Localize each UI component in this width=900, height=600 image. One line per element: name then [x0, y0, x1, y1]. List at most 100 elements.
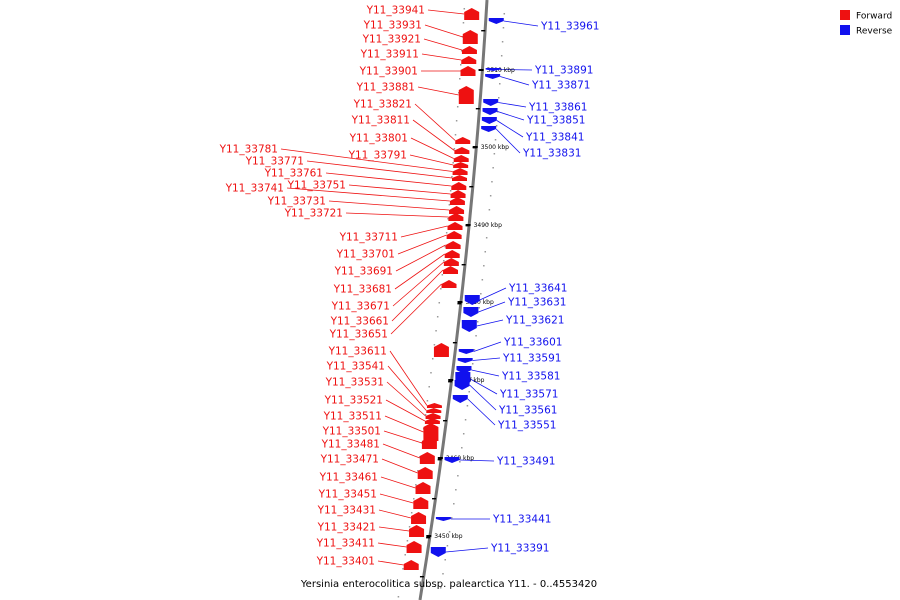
reverse-gene-label[interactable]: Y11_33641 [508, 283, 567, 295]
forward-gene-arrow[interactable] [425, 413, 441, 419]
reverse-gene-label[interactable]: Y11_33491 [496, 456, 555, 468]
forward-gene-label[interactable]: Y11_33421 [317, 522, 376, 534]
forward-gene-label[interactable]: Y11_33711 [339, 232, 398, 244]
forward-gene-arrow[interactable] [452, 175, 468, 181]
forward-gene-label[interactable]: Y11_33781 [219, 144, 278, 156]
forward-gene-arrow[interactable] [417, 467, 433, 479]
reverse-gene-label[interactable]: Y11_33861 [528, 102, 587, 114]
forward-gene-label[interactable]: Y11_33541 [326, 361, 385, 373]
forward-gene-arrow[interactable] [448, 213, 464, 221]
forward-gene-label[interactable]: Y11_33731 [267, 196, 326, 208]
forward-gene-arrow[interactable] [455, 137, 471, 144]
reverse-gene-arrow[interactable] [485, 68, 501, 71]
forward-gene-label[interactable]: Y11_33811 [351, 115, 410, 127]
forward-gene-label[interactable]: Y11_33741 [225, 183, 284, 195]
reverse-gene-arrow[interactable] [464, 295, 480, 305]
forward-gene-arrow[interactable] [426, 408, 442, 413]
forward-gene-label[interactable]: Y11_33931 [363, 20, 422, 32]
forward-gene-label[interactable]: Y11_33481 [321, 439, 380, 451]
forward-gene-label[interactable]: Y11_33721 [284, 208, 343, 220]
forward-gene-label[interactable]: Y11_33431 [317, 505, 376, 517]
reverse-gene-label[interactable]: Y11_33601 [503, 337, 562, 349]
forward-gene-label[interactable]: Y11_33611 [328, 346, 387, 358]
reverse-gene-label[interactable]: Y11_33391 [490, 543, 549, 555]
forward-gene-arrow[interactable] [419, 452, 435, 464]
forward-gene-label[interactable]: Y11_33911 [360, 49, 419, 61]
reverse-gene-label[interactable]: Y11_33441 [492, 514, 551, 526]
forward-gene-label[interactable]: Y11_33761 [264, 168, 323, 180]
forward-gene-arrow[interactable] [426, 403, 442, 408]
forward-gene-arrow[interactable] [441, 280, 457, 288]
reverse-gene-label[interactable]: Y11_33831 [522, 148, 581, 160]
forward-gene-arrow[interactable] [443, 258, 459, 266]
forward-gene-label[interactable]: Y11_33821 [353, 99, 412, 111]
forward-gene-arrow[interactable] [409, 525, 425, 537]
forward-gene-label[interactable]: Y11_33751 [287, 180, 346, 192]
forward-gene-arrow[interactable] [461, 46, 477, 54]
forward-gene-arrow[interactable] [464, 8, 480, 20]
forward-gene-label[interactable]: Y11_33801 [349, 133, 408, 145]
forward-gene-arrow[interactable] [421, 437, 437, 449]
reverse-gene-label[interactable]: Y11_33841 [525, 132, 584, 144]
forward-gene-label[interactable]: Y11_33521 [324, 395, 383, 407]
reverse-gene-label[interactable]: Y11_33621 [505, 315, 564, 327]
reverse-gene-label[interactable]: Y11_33851 [526, 115, 585, 127]
reverse-gene-arrow[interactable] [458, 349, 474, 354]
reverse-gene-label[interactable]: Y11_33581 [501, 371, 560, 383]
reverse-gene-arrow[interactable] [454, 380, 470, 390]
forward-gene-arrow[interactable] [424, 418, 440, 424]
reverse-gene-arrow[interactable] [452, 395, 468, 403]
forward-gene-label[interactable]: Y11_33651 [329, 329, 388, 341]
forward-gene-arrow[interactable] [445, 241, 461, 249]
forward-gene-arrow[interactable] [413, 497, 429, 509]
forward-gene-arrow[interactable] [444, 250, 460, 258]
forward-gene-arrow[interactable] [406, 541, 422, 553]
forward-gene-label[interactable]: Y11_33921 [362, 34, 421, 46]
forward-gene-arrow[interactable] [451, 182, 467, 190]
forward-gene-arrow[interactable] [449, 197, 465, 205]
reverse-gene-label[interactable]: Y11_33871 [531, 80, 590, 92]
forward-gene-arrow[interactable] [461, 56, 477, 64]
forward-gene-label[interactable]: Y11_33501 [322, 426, 381, 438]
reverse-gene-label[interactable]: Y11_33561 [498, 405, 557, 417]
forward-gene-label[interactable]: Y11_33681 [333, 284, 392, 296]
reverse-gene-label[interactable]: Y11_33571 [499, 389, 558, 401]
forward-gene-label[interactable]: Y11_33941 [366, 5, 425, 17]
forward-gene-label[interactable]: Y11_33701 [336, 249, 395, 261]
forward-gene-arrow[interactable] [450, 190, 466, 198]
forward-gene-arrow[interactable] [453, 162, 469, 168]
forward-gene-arrow[interactable] [423, 423, 439, 441]
forward-gene-label[interactable]: Y11_33511 [323, 411, 382, 423]
forward-gene-arrow[interactable] [403, 560, 419, 570]
reverse-gene-arrow[interactable] [481, 126, 497, 132]
forward-gene-label[interactable]: Y11_33881 [356, 82, 415, 94]
reverse-gene-arrow[interactable] [485, 74, 501, 79]
forward-gene-label[interactable]: Y11_33901 [359, 66, 418, 78]
reverse-gene-arrow[interactable] [481, 117, 497, 124]
forward-gene-arrow[interactable] [433, 343, 449, 357]
reverse-gene-label[interactable]: Y11_33961 [540, 21, 599, 33]
forward-gene-arrow[interactable] [453, 155, 469, 162]
forward-gene-label[interactable]: Y11_33531 [325, 377, 384, 389]
forward-gene-label[interactable]: Y11_33661 [330, 316, 389, 328]
reverse-gene-arrow[interactable] [444, 457, 460, 463]
forward-gene-label[interactable]: Y11_33471 [320, 454, 379, 466]
forward-gene-arrow[interactable] [443, 266, 459, 274]
reverse-gene-label[interactable]: Y11_33891 [534, 65, 593, 77]
reverse-gene-arrow[interactable] [482, 108, 498, 115]
reverse-gene-arrow[interactable] [430, 547, 446, 557]
reverse-gene-arrow[interactable] [483, 99, 499, 106]
forward-gene-arrow[interactable] [446, 231, 462, 239]
forward-gene-label[interactable]: Y11_33691 [334, 266, 393, 278]
forward-gene-label[interactable]: Y11_33411 [316, 538, 375, 550]
forward-gene-arrow[interactable] [460, 66, 476, 76]
forward-gene-label[interactable]: Y11_33791 [348, 150, 407, 162]
forward-gene-label[interactable]: Y11_33671 [331, 301, 390, 313]
reverse-gene-arrow[interactable] [463, 307, 479, 317]
reverse-gene-label[interactable]: Y11_33631 [507, 297, 566, 309]
forward-gene-arrow[interactable] [462, 30, 478, 44]
reverse-gene-label[interactable]: Y11_33591 [502, 353, 561, 365]
forward-gene-label[interactable]: Y11_33771 [245, 156, 304, 168]
forward-gene-arrow[interactable] [458, 86, 474, 104]
forward-gene-label[interactable]: Y11_33461 [319, 472, 378, 484]
